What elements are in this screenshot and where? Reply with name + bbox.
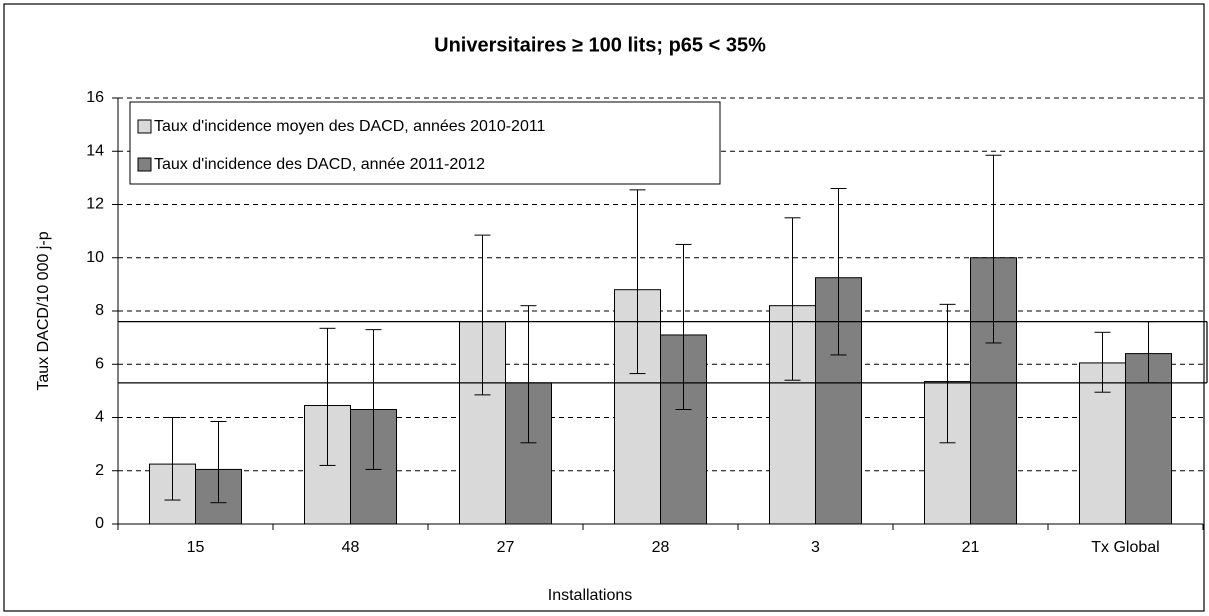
x-tick-label: 21 bbox=[962, 539, 980, 556]
legend-label: Taux d'incidence moyen des DACD, années … bbox=[154, 118, 546, 135]
y-tick-label: 6 bbox=[95, 355, 104, 372]
y-tick-label: 12 bbox=[86, 196, 104, 213]
x-tick-label: 3 bbox=[811, 539, 820, 556]
chart-title: Universitaires ≥ 100 lits; p65 < 35% bbox=[434, 34, 766, 56]
x-axis-label: Installations bbox=[548, 587, 633, 604]
y-tick-label: 4 bbox=[95, 409, 104, 426]
y-tick-label: 8 bbox=[95, 302, 104, 319]
bar bbox=[614, 289, 661, 525]
y-tick-label: 0 bbox=[95, 515, 104, 532]
y-tick-label: 2 bbox=[95, 462, 104, 479]
legend-swatch bbox=[137, 157, 152, 172]
x-tick-label: 15 bbox=[187, 539, 205, 556]
y-tick-label: 14 bbox=[86, 142, 104, 159]
x-tick-label: 27 bbox=[497, 539, 515, 556]
y-axis-label: Taux DACD/10 000 j-p bbox=[35, 231, 52, 390]
legend-label: Taux d'incidence des DACD, année 2011-20… bbox=[154, 156, 485, 173]
legend-box bbox=[129, 101, 721, 185]
x-tick-label: 48 bbox=[342, 539, 360, 556]
y-tick-label: 16 bbox=[86, 89, 104, 106]
legend-swatch bbox=[137, 119, 152, 134]
y-tick-label: 10 bbox=[86, 249, 104, 266]
x-tick-label: 28 bbox=[652, 539, 670, 556]
x-tick-label: Tx Global bbox=[1091, 539, 1159, 556]
bar bbox=[505, 382, 552, 525]
